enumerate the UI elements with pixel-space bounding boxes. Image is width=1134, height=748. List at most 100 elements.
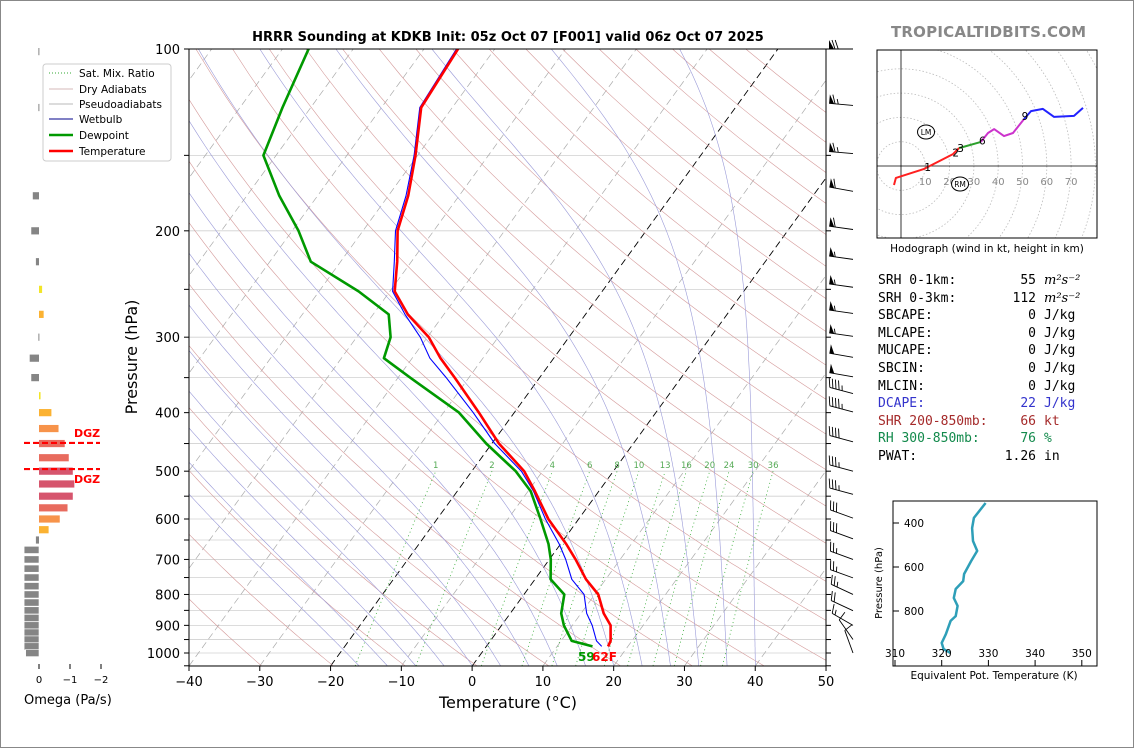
wind-barb [829, 363, 854, 378]
wind-barb [829, 39, 853, 50]
wetbulb-profile [392, 49, 603, 647]
barb-feather [834, 457, 837, 467]
omega-bar [23, 621, 40, 630]
omega-bar [39, 392, 41, 400]
stat-row: SRH 0-1km: 55 m²s⁻² [878, 273, 1108, 291]
stat-row: PWAT: 1.26 in [878, 449, 1108, 467]
mixing-ratio-label: 10 [633, 461, 644, 471]
isotherm [259, 49, 708, 666]
theta-e-ylabel: Pressure (hPa) [874, 547, 885, 619]
barb-half-feather [833, 328, 836, 334]
dry-adiabat [342, 49, 826, 471]
wind-barb [830, 591, 854, 612]
barb-staff [830, 509, 854, 519]
wind-barb [829, 541, 854, 560]
site-watermark: TROPICALTIDBITS.COM [891, 23, 1087, 41]
barb-half-feather [833, 279, 836, 285]
mixing-ratio-label: 20 [704, 461, 715, 471]
isotherm [613, 372, 826, 666]
wind-barb [829, 344, 854, 358]
storm-motion-marker [917, 124, 936, 140]
stat-unit: % [1044, 431, 1052, 447]
theta-e-x-tick-label: 310 [885, 648, 905, 660]
barb-feather [831, 603, 835, 614]
stat-value: 0 [1028, 308, 1036, 324]
dgz-label-top: DGZ [74, 427, 100, 440]
stat-row: MLCAPE: 0 J/kg [878, 326, 1108, 344]
mixing-ratio-line [722, 471, 774, 666]
omega-bar [32, 192, 39, 200]
omega-bar [38, 333, 40, 341]
stat-unit: J/kg [1044, 343, 1076, 359]
omega-bar [39, 480, 75, 488]
barb-feather [831, 479, 834, 489]
dry-adiabat [189, 407, 477, 666]
barb-pennant [829, 344, 835, 355]
barb-pennant [829, 275, 835, 285]
omega-bar [38, 48, 40, 56]
skewt-title: HRRR Sounding at KDKB Init: 05z Oct 07 [… [252, 30, 764, 45]
barb-feather [831, 39, 836, 50]
barb-feather [838, 611, 846, 621]
stat-unit: in [1044, 448, 1060, 464]
wind-barb [830, 574, 854, 595]
omega-bar [25, 649, 40, 657]
surface-dewpoint-label: 59 [578, 650, 595, 664]
storm-motion-label: RM [954, 180, 966, 189]
stat-label: PWAT: [878, 448, 918, 464]
moist-adiabat [259, 49, 643, 666]
barb-staff [830, 530, 854, 540]
dry-adiabat [189, 98, 826, 661]
isotherm [330, 49, 779, 666]
hodograph-ring-label: 20 [943, 177, 956, 188]
theta-e-plot-area [940, 502, 987, 655]
omega-bar [39, 454, 69, 462]
barb-feather [833, 178, 836, 189]
moist-adiabat [189, 304, 501, 666]
barb-staff [829, 487, 854, 495]
wind-barb [828, 396, 854, 413]
stat-label: SRH 0-3km: [878, 290, 957, 306]
stat-value: 1.26 [1004, 448, 1036, 464]
wind-barb [829, 94, 854, 106]
barb-feather [834, 427, 837, 438]
omega-tick-label: −1 [63, 675, 78, 686]
barb-staff [829, 435, 854, 443]
x-tick-label: −30 [246, 675, 273, 690]
mixing-ratio-label: 2 [489, 461, 494, 471]
omega-bar [23, 582, 40, 591]
omega-bar [23, 635, 40, 644]
barb-feather [828, 455, 831, 465]
stat-row: SHR 200-850mb: 66 kt [878, 414, 1108, 432]
stat-row: RH 300-850mb: 76% [878, 431, 1108, 449]
legend-label: Dewpoint [79, 130, 129, 142]
mixing-ratio-line [673, 471, 730, 666]
barb-staff [831, 600, 854, 612]
dgz-label-bottom: DGZ [74, 473, 100, 486]
wind-barb [828, 455, 854, 472]
barb-feather [828, 478, 831, 489]
stat-value: 55 [1020, 273, 1036, 288]
temperature-profile [393, 49, 612, 647]
hodograph-height-label: 3 [957, 143, 964, 155]
barb-staff [829, 255, 854, 260]
theta-e-y-tick-label: 400 [904, 518, 924, 530]
hodograph-trace [1023, 107, 1084, 120]
stat-label: SRH 0-1km: [878, 273, 957, 288]
wind-barb [829, 521, 854, 540]
theta-e-axes: 310 320 330 340 350 400 600 800 [885, 518, 1092, 666]
y-tick-label: 600 [155, 513, 180, 528]
stat-label: SBCIN: [878, 360, 925, 376]
barb-staff [829, 151, 854, 155]
stat-unit: m²s⁻² [1044, 290, 1081, 306]
barb-feather [832, 142, 836, 153]
barb-staff [830, 569, 854, 579]
dry-adiabat [232, 49, 826, 582]
y-tick-label: 200 [155, 225, 180, 240]
dry-adiabat [189, 345, 549, 666]
barb-half-feather [836, 581, 839, 588]
dry-adiabat [189, 533, 334, 666]
stat-value: 112 [1012, 290, 1036, 306]
x-tick-label: 40 [747, 675, 764, 690]
